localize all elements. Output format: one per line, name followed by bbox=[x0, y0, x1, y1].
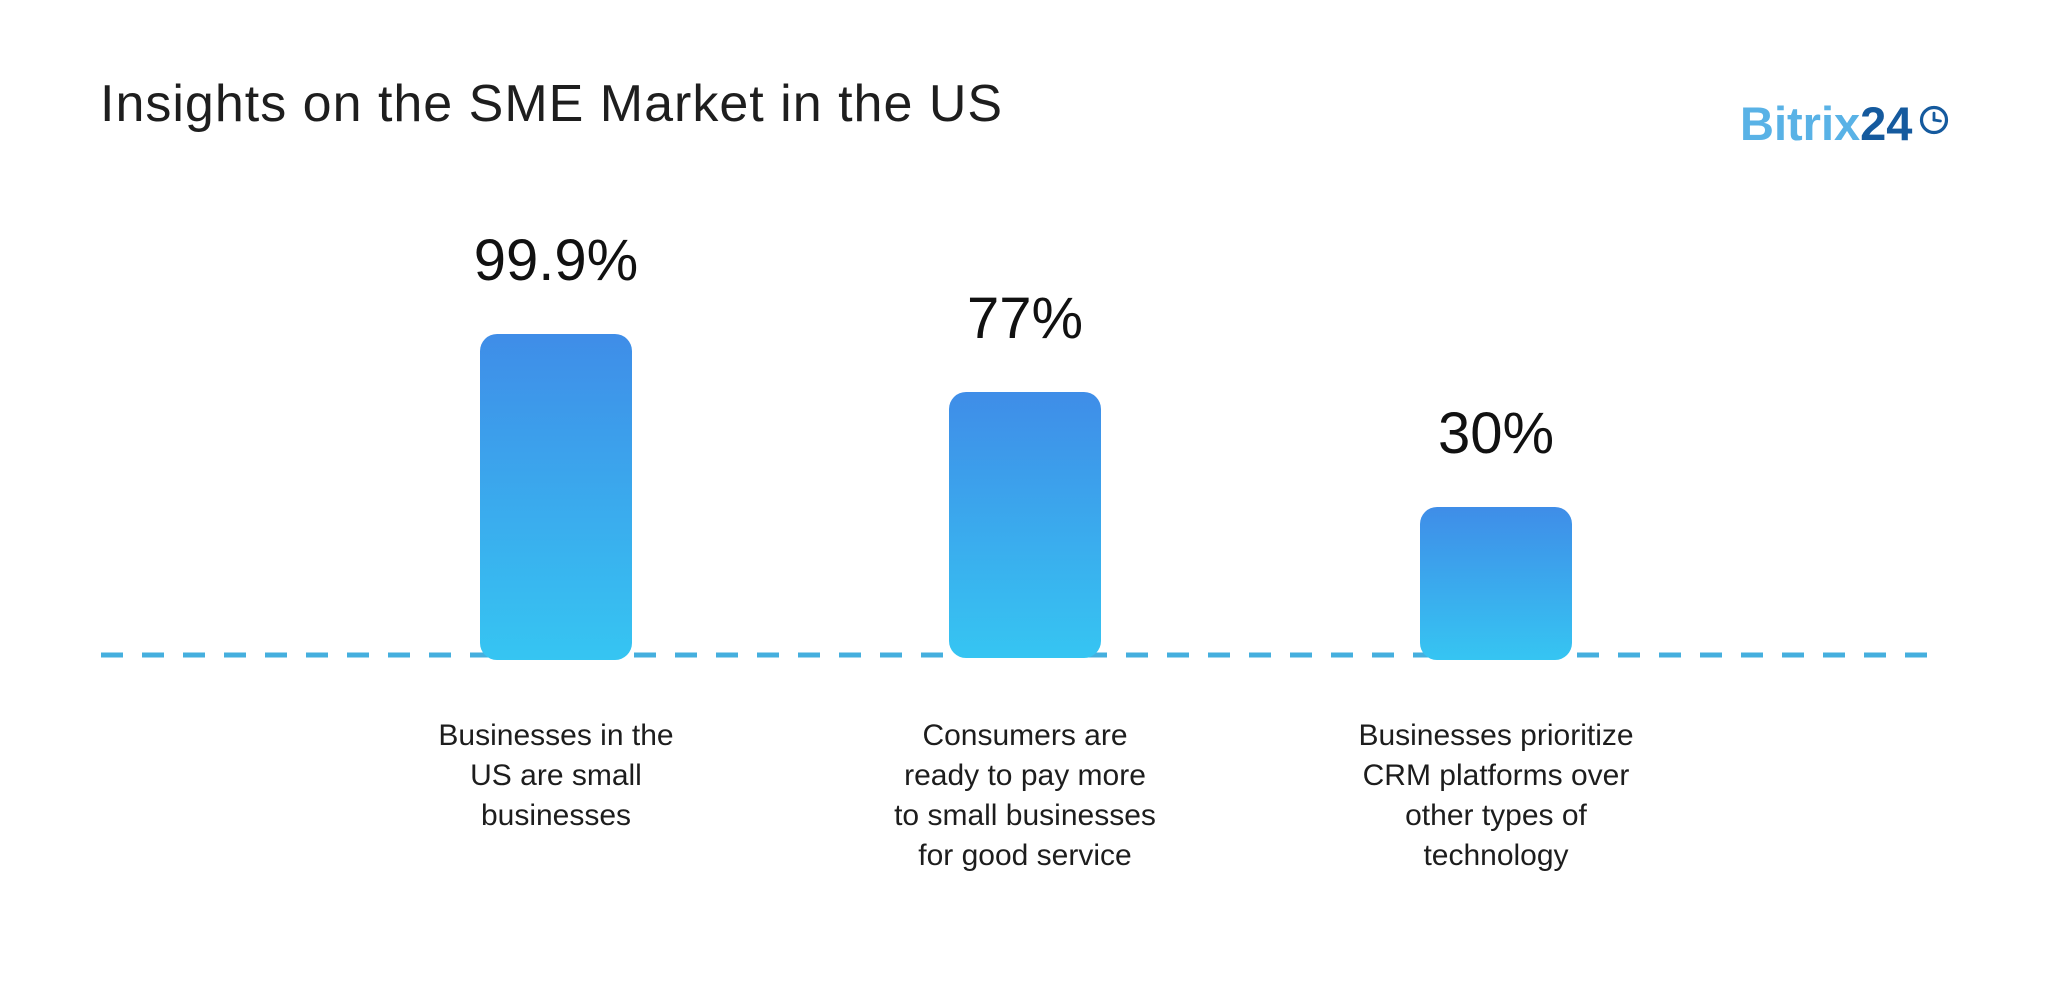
bar-small-businesses bbox=[480, 334, 632, 660]
bitrix24-logo: Bitrix 24 bbox=[1740, 96, 1950, 151]
bar-crm-priority bbox=[1420, 507, 1572, 660]
clock-icon bbox=[1920, 105, 1949, 134]
bar-caption: Consumers are ready to pay more to small… bbox=[894, 719, 1156, 872]
bar-caption: Businesses in the US are small businesse… bbox=[438, 719, 674, 832]
logo-text-24: 24 bbox=[1860, 97, 1913, 150]
page-title: Insights on the SME Market in the US bbox=[100, 75, 1004, 133]
bar-caption: Businesses prioritize CRM platforms over… bbox=[1358, 719, 1634, 872]
logo-text-bitrix: Bitrix bbox=[1740, 97, 1861, 150]
bar-value-label: 30% bbox=[1437, 401, 1555, 466]
bar-pay-more bbox=[949, 392, 1101, 658]
bar-value-label: 77% bbox=[966, 286, 1084, 351]
bar-value-label: 99.9% bbox=[473, 228, 639, 293]
